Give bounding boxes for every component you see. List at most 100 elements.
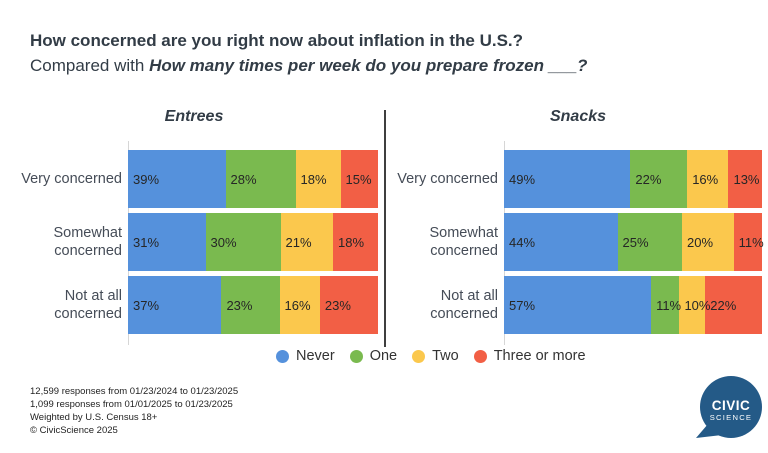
stacked-bar: 39% 28% 18% 15% [128, 150, 378, 208]
legend-color-dot [473, 349, 487, 363]
footnote-copyright: © CivicScience 2025 [30, 425, 118, 436]
category-label: Very concerned [21, 170, 122, 187]
bar-segment: 30% [205, 213, 281, 271]
bar-segment: 21% [280, 213, 333, 271]
bar-value-label: 16% [284, 297, 311, 313]
legend-label: Two [432, 348, 459, 364]
charts-area: Entrees Very concerned 39% 28% 18% 15% Somewh… [0, 105, 768, 350]
footnote-responses-1: 12,599 responses from 01/23/2024 to 01/2… [30, 386, 239, 397]
bar-segment: 39% [128, 150, 226, 208]
bar-value-label: 10% [684, 297, 711, 313]
bar-value-label: 15% [345, 171, 372, 187]
legend-label: One [369, 348, 398, 364]
bar-segment: 28% [225, 150, 296, 208]
title-question-2: Compared with How many times per week do… [30, 53, 730, 78]
chart-row: Not at all concerned 57% 11% 10% 22% [394, 276, 762, 334]
bar-segment: 16% [687, 150, 729, 208]
bar-segment: 18% [333, 213, 378, 271]
bar-segment: 57% [504, 276, 652, 334]
chart-legend: Never One Two Three or more [276, 348, 586, 364]
category-label: Somewhat concerned [53, 224, 122, 259]
bar-segment: 13% [728, 150, 763, 208]
legend-item: Three or more [473, 348, 586, 364]
bar-value-label: 39% [133, 171, 160, 187]
civicscience-logo: CIVIC SCIENCE [696, 376, 762, 438]
chart-row: Somewhat concerned 44% 25% 20% 11% [394, 213, 764, 271]
bar-value-label: 37% [133, 297, 160, 313]
bar-segment: 18% [295, 150, 341, 208]
panel-divider-line [384, 110, 386, 347]
bar-value-label: 31% [133, 234, 160, 250]
bar-value-label: 11% [656, 297, 682, 313]
bar-segment: 22% [630, 150, 688, 208]
logo-speech-tail [696, 424, 722, 438]
bar-value-label: 57% [509, 297, 536, 313]
title-question-1: How concerned are you right now about in… [30, 31, 524, 50]
bar-segment: 16% [279, 276, 320, 334]
chart-title-entrees: Entrees [164, 108, 224, 125]
bar-value-label: 16% [692, 171, 719, 187]
chart-main-title: How concerned are you right now about in… [30, 28, 730, 78]
bar-value-label: 18% [338, 234, 365, 250]
category-label: Not at all concerned [54, 287, 122, 322]
bar-value-label: 30% [210, 234, 237, 250]
stacked-bar: 31% 30% 21% 18% [128, 213, 378, 271]
bar-value-label: 23% [226, 297, 253, 313]
footnote-weighting: Weighted by U.S. Census 18+ [30, 412, 158, 423]
bar-value-label: 11% [738, 234, 764, 250]
bar-value-label: 22% [710, 297, 737, 313]
bar-value-label: 18% [300, 171, 327, 187]
stacked-bar: 57% 11% 10% 22% [504, 276, 762, 334]
bar-segment: 22% [705, 276, 762, 334]
bar-value-label: 25% [622, 234, 649, 250]
legend-item: Never [276, 348, 335, 364]
bar-segment: 37% [128, 276, 222, 334]
logo-text-science: SCIENCE [710, 413, 753, 422]
bar-value-label: 13% [733, 171, 760, 187]
title-question-2-emphasis: How many times per week do you prepare f… [149, 56, 588, 75]
logo-text-civic: CIVIC [712, 398, 751, 413]
title-compared-with: Compared with [30, 56, 150, 75]
chart-row: Somewhat concerned 31% 30% 21% 18% [10, 213, 378, 271]
bar-rows: Very concerned 49% 22% 16% 13% Somewhat conce… [394, 150, 764, 339]
footnotes: 12,599 responses from 01/23/2024 to 01/2… [30, 385, 238, 437]
legend-color-dot [349, 349, 363, 363]
legend-item: One [349, 348, 398, 364]
category-label: Somewhat concerned [429, 224, 498, 259]
stacked-bar: 37% 23% 16% 23% [128, 276, 378, 334]
bar-segment: 25% [617, 213, 683, 271]
bar-segment: 44% [504, 213, 618, 271]
chart-panel-snacks: Snacks Very concerned 49% 22% 16% 13% Somewha… [394, 105, 764, 347]
bar-value-label: 22% [635, 171, 662, 187]
bar-segment: 11% [651, 276, 682, 334]
chart-panel-entrees: Entrees Very concerned 39% 28% 18% 15% Somewh… [10, 105, 378, 347]
legend-color-dot [412, 349, 426, 363]
chart-row: Not at all concerned 37% 23% 16% 23% [10, 276, 378, 334]
bar-value-label: 23% [324, 297, 351, 313]
bar-segment: 11% [733, 213, 764, 271]
legend-label: Three or more [493, 348, 586, 364]
chart-row: Very concerned 39% 28% 18% 15% [10, 150, 378, 208]
bar-segment: 49% [504, 150, 631, 208]
bar-segment: 23% [221, 276, 280, 334]
bar-value-label: 20% [687, 234, 714, 250]
stacked-bar: 49% 22% 16% 13% [504, 150, 763, 208]
bar-value-label: 44% [509, 234, 536, 250]
chart-title-snacks: Snacks [549, 108, 607, 125]
legend-color-dot [276, 349, 289, 363]
bar-segment: 15% [340, 150, 378, 208]
bar-value-label: 21% [285, 234, 312, 250]
bar-value-label: 49% [509, 171, 536, 187]
logo-circle [700, 376, 762, 438]
bar-rows: Very concerned 39% 28% 18% 15% Somewhat conce… [10, 150, 378, 339]
footnote-responses-2: 1,099 responses from 01/01/2025 to 01/23… [30, 399, 233, 410]
category-label: Very concerned [397, 170, 498, 187]
legend-label: Never [296, 348, 335, 364]
legend-item: Two [412, 348, 459, 364]
bar-segment: 23% [319, 276, 378, 334]
chart-row: Very concerned 49% 22% 16% 13% [394, 150, 763, 208]
category-label: Not at all concerned [430, 287, 498, 322]
bar-value-label: 28% [230, 171, 257, 187]
bar-segment: 20% [682, 213, 734, 271]
bar-segment: 31% [128, 213, 206, 271]
